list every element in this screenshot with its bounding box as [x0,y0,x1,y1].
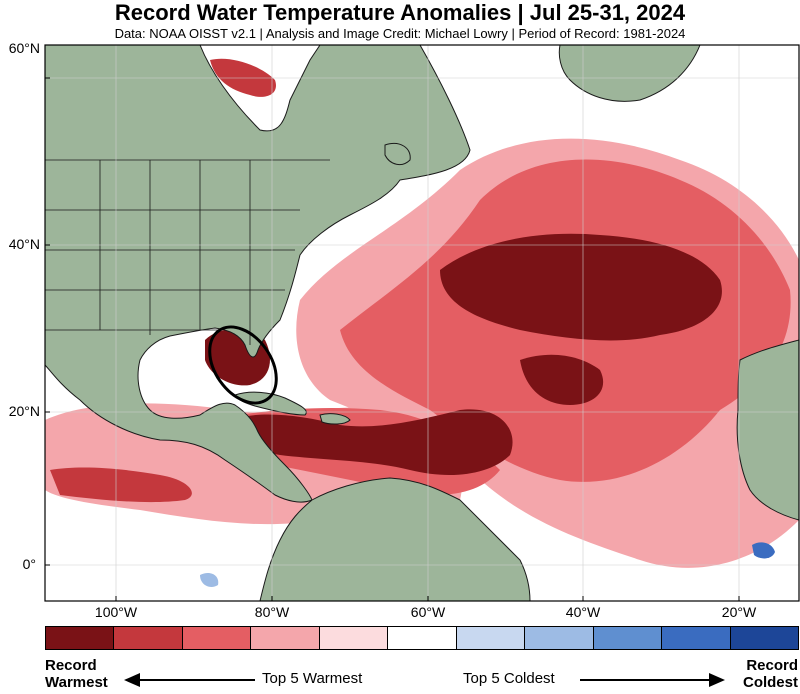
colorbar-swatch-3 [251,627,320,649]
record-warm-pacific [50,467,192,503]
lon-label-20w: 20°W [721,604,757,620]
left-arrow-icon [124,673,140,687]
legend-right-line1: Record [746,657,798,674]
greenland-landmass [558,45,701,102]
record-warm-north-atlantic [440,233,722,341]
south-america-landmass [259,477,531,601]
legend-warm-label: Top 5 Warmest [262,670,363,687]
legend-record-warmest-label: Record Warmest [45,657,108,691]
lon-label-100w: 100°W [94,604,138,620]
record-warm-central-atlantic [520,354,604,405]
colorbar-swatch-8 [593,627,663,649]
record-warm-caribbean [229,409,513,475]
colorbar-swatch-9 [662,627,731,649]
legend-left-line2: Warmest [45,674,108,691]
lat-label-60n: 60°N [8,40,40,56]
map-title: Record Water Temperature Anomalies | Jul… [114,0,686,25]
right-arrow-icon [709,673,725,687]
cold-anomaly-pacific [200,573,219,587]
map-frame [44,44,800,602]
colorbar-swatch-5 [388,627,457,649]
legend-record-coldest-label: Record Coldest [743,657,798,691]
hispaniola-island [319,413,351,425]
map-subtitle: Data: NOAA OISST v2.1 | Analysis and Ima… [114,26,686,41]
legend-cold-label: Top 5 Coldest [463,670,555,687]
highlight-ellipse [208,325,278,405]
axis-ticks [45,77,740,601]
lat-label-40n: 40°N [8,236,40,252]
colorbar-swatch-2 [182,627,252,649]
legend-right-line2: Coldest [742,674,798,691]
lon-label-80w: 80°W [254,604,290,620]
north-america-landmass [45,45,471,503]
colorbar-swatch-1 [114,627,183,649]
colorbar-swatch-6 [456,627,526,649]
legend-left-line1: Record [45,657,97,674]
colorbar-swatch-0 [46,627,115,649]
cold-anomaly-south-atlantic [752,542,775,559]
colorbar [45,626,799,650]
land [45,45,799,601]
africa-landmass [736,339,799,521]
graticule [45,45,799,601]
colorbar-swatch-4 [319,627,389,649]
colorbar-swatch-10 [730,627,798,649]
lat-label-0: 0° [22,556,36,572]
lon-label-60w: 60°W [410,604,446,620]
lat-label-20n: 20°N [8,403,40,419]
lon-label-40w: 40°W [565,604,601,620]
colorbar-swatch-7 [525,627,594,649]
newfoundland-island [384,143,411,166]
